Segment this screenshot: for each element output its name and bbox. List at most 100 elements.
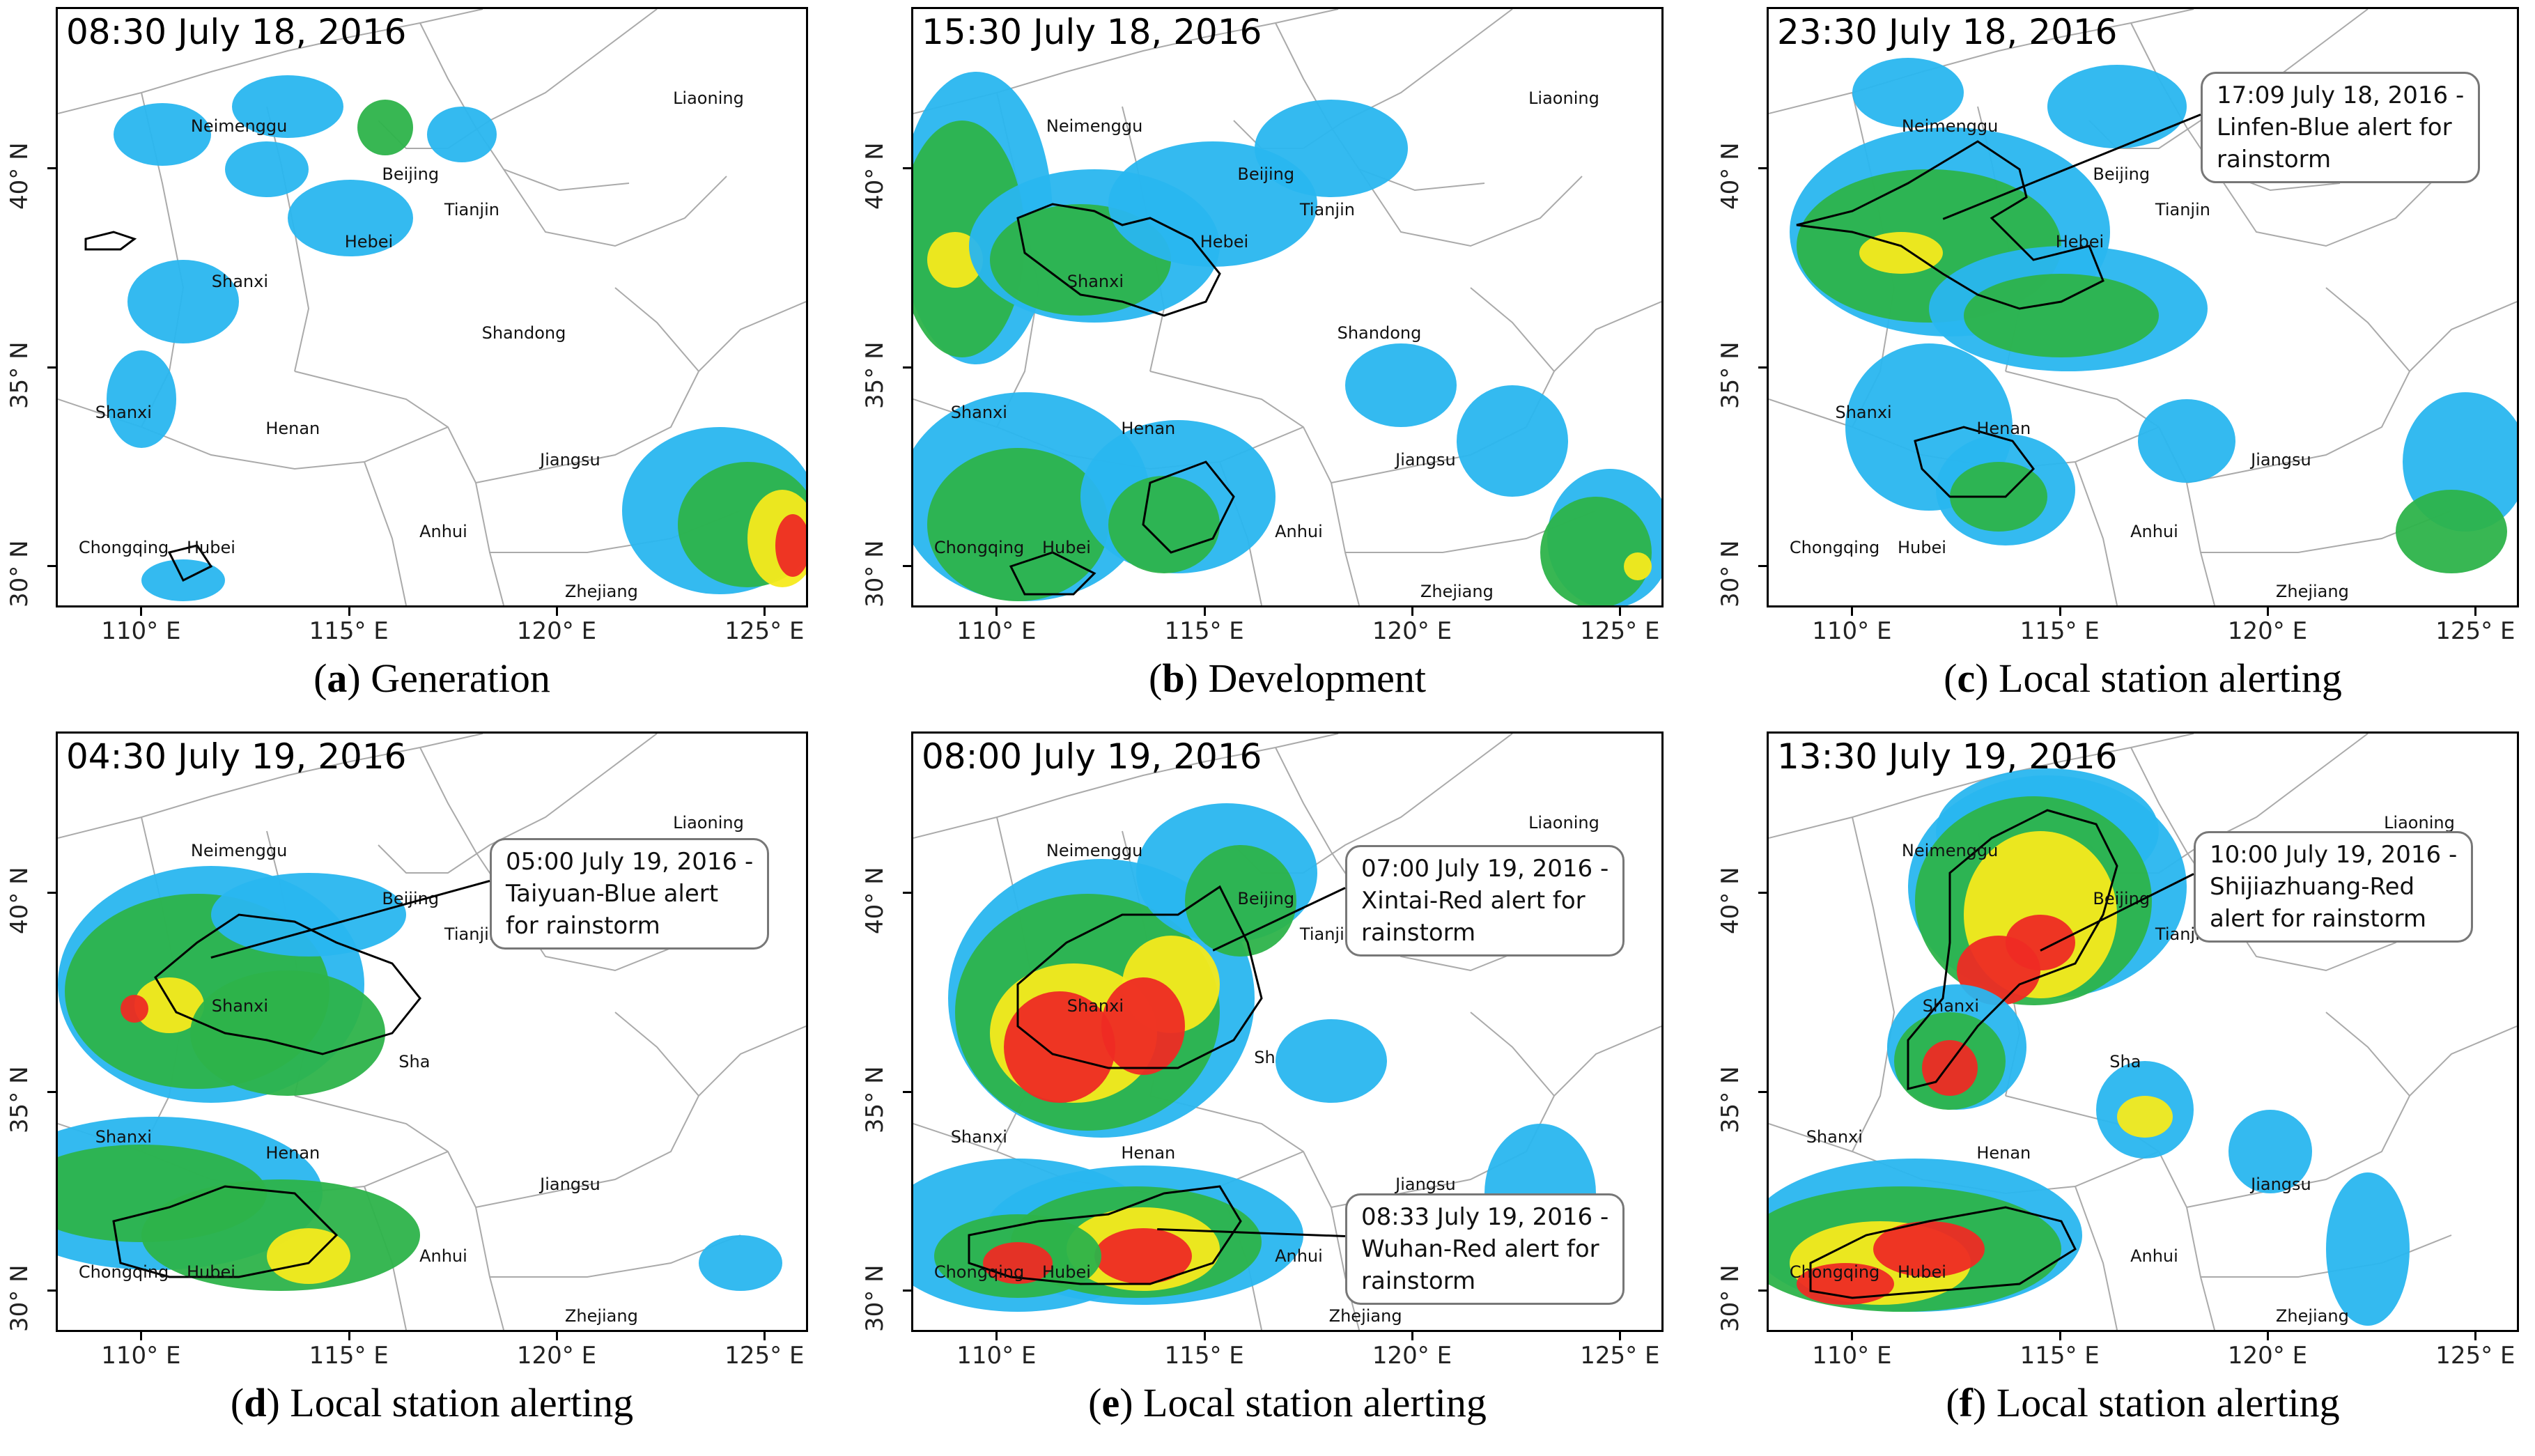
map-frame: 04:30 July 19, 2016 Neimenggu Liaoning Beij…	[56, 731, 808, 1332]
x-tick-mark	[1411, 1332, 1413, 1340]
province-label: Sha	[2109, 1051, 2141, 1071]
precipitation-moderate	[190, 970, 385, 1096]
precipitation-light	[288, 180, 413, 256]
alert-region-outline	[1907, 809, 2118, 1090]
y-tick-mark	[1758, 366, 1767, 369]
province-label: Neimenggu	[1901, 116, 1999, 137]
province-label: Chongqing	[933, 537, 1025, 557]
alert-region-outline	[1009, 551, 1096, 596]
province-boundary	[2075, 1186, 2118, 1330]
province-boundary	[1470, 1012, 1555, 1097]
y-tick-mark	[47, 892, 56, 894]
alert-callout: 10:00 July 19, 2016 - Shijiazhuang-Red ale…	[2194, 831, 2474, 943]
panel-caption: (f) Local station alerting	[1946, 1380, 2340, 1425]
panel-caption: (e) Local station alerting	[1088, 1380, 1487, 1425]
radar-map	[1769, 734, 2517, 1330]
precipitation-light	[1345, 343, 1457, 427]
province-label: Henan	[1121, 418, 1176, 438]
province-label: Hubei	[186, 537, 235, 557]
province-label: Neimenggu	[1046, 116, 1143, 137]
province-label: Shanxi	[1922, 996, 1979, 1016]
x-tick-mark	[556, 1332, 558, 1340]
x-tick-mark	[763, 607, 766, 616]
x-tick-label: 120° E	[516, 1342, 597, 1370]
alert-region-outline	[167, 544, 213, 582]
province-label: Jiangsu	[2251, 450, 2311, 470]
province-label: Shandong	[1337, 323, 1422, 343]
province-label: Shanxi	[95, 1126, 152, 1147]
panel-letter: e	[1101, 1380, 1120, 1425]
precipitation-moderate	[1964, 274, 2159, 357]
x-tick-label: 115° E	[309, 1342, 389, 1370]
province-label: Shanxi	[1067, 996, 1124, 1016]
x-tick-label: 115° E	[2020, 617, 2100, 645]
x-tick-mark	[1411, 607, 1413, 616]
map-frame: 15:30 July 18, 2016 Neimenggu Liaoning Beij…	[911, 7, 1664, 607]
province-label: Beijing	[1237, 164, 1295, 184]
panel-b: 15:30 July 18, 2016 Neimenggu Liaoning Beij…	[855, 0, 1664, 703]
x-tick-mark	[556, 607, 558, 616]
alert-callout-line: alert for rainstorm	[2210, 905, 2427, 933]
x-tick-mark	[2059, 1332, 2061, 1340]
timestamp: 23:30 July 18, 2016	[1777, 12, 2118, 52]
x-tick-mark	[140, 607, 143, 616]
x-tick-label: 125° E	[724, 1342, 805, 1370]
y-tick-label: 40° N	[1716, 867, 1744, 935]
precipitation-moderate	[1108, 476, 1220, 573]
panel-caption: (d) Local station alerting	[230, 1380, 634, 1425]
province-label: Liaoning	[673, 813, 744, 833]
province-boundary	[614, 287, 699, 372]
province-label: Sha	[398, 1051, 431, 1071]
panel-d: 04:30 July 19, 2016 Neimenggu Liaoning Beij…	[0, 725, 808, 1427]
precipitation-moderate	[357, 100, 413, 155]
precipitation-extreme	[121, 995, 148, 1023]
province-label: Anhui	[419, 1246, 467, 1267]
panel-caption-text: Local station alerting	[290, 1380, 634, 1425]
y-tick-label: 40° N	[861, 867, 889, 935]
province-label: Hubei	[186, 1262, 235, 1282]
province-label: Zhejiang	[564, 1306, 638, 1326]
province-label: Zhejiang	[2275, 1306, 2349, 1326]
x-tick-label: 110° E	[956, 1342, 1037, 1370]
y-tick-label: 30° N	[6, 1264, 33, 1332]
x-tick-mark	[1619, 1332, 1622, 1340]
precipitation-light	[211, 873, 406, 957]
province-label: Jiangsu	[1395, 450, 1456, 470]
province-label: Shanxi	[95, 402, 152, 422]
province-label: Liaoning	[2384, 813, 2455, 833]
radar-map	[58, 9, 806, 605]
province-boundary	[2325, 287, 2410, 372]
province-label: Tianjin	[2155, 199, 2210, 219]
y-tick-mark	[47, 1090, 56, 1093]
panel-caption: (c) Local station alerting	[1944, 656, 2342, 701]
precipitation-light	[1255, 100, 1408, 197]
province-boundary	[2214, 169, 2438, 247]
province-label: Tianjin	[1299, 199, 1355, 219]
province-label: Anhui	[1275, 522, 1323, 542]
alert-callout-line: rainstorm	[2217, 146, 2332, 173]
map-frame: 08:00 July 19, 2016 Neimenggu Liaoning Beij…	[911, 731, 1664, 1332]
alert-region-outline	[1016, 203, 1221, 317]
y-tick-mark	[903, 1090, 911, 1093]
province-label: Hebei	[344, 231, 394, 251]
province-label: Hebei	[2055, 231, 2104, 251]
precipitation-heavy	[1859, 232, 1943, 274]
province-label: Zhejiang	[1420, 581, 1494, 601]
alert-region-outline	[968, 1185, 1242, 1285]
province-label: Beijing	[382, 164, 440, 184]
precipitation-extreme	[1922, 1040, 1978, 1096]
precipitation-moderate	[58, 1145, 267, 1242]
province-label: Shanxi	[1835, 402, 1892, 422]
y-tick-mark	[47, 167, 56, 170]
province-boundary	[503, 169, 727, 247]
province-label: Liaoning	[1528, 813, 1599, 833]
timestamp: 08:30 July 18, 2016	[66, 12, 407, 52]
y-tick-mark	[1758, 1289, 1767, 1292]
precipitation-extreme	[1004, 991, 1115, 1103]
x-tick-mark	[348, 1332, 350, 1340]
x-tick-label: 120° E	[2227, 1342, 2308, 1370]
x-tick-mark	[348, 607, 350, 616]
precipitation-light	[2138, 399, 2235, 483]
x-tick-label: 115° E	[1164, 1342, 1244, 1370]
precipitation-light	[2326, 1172, 2410, 1326]
